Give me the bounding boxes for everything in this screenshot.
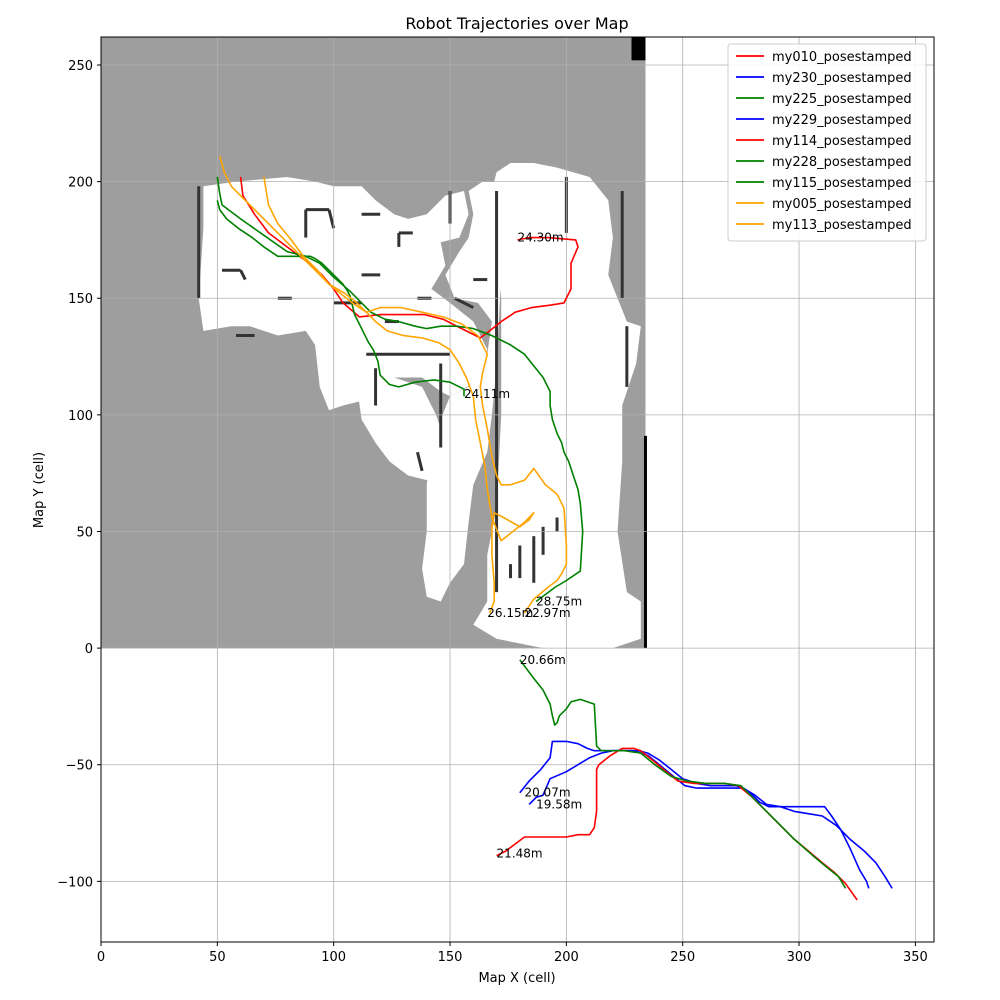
- legend-entry: my010_posestamped: [772, 50, 912, 65]
- map-wall: [239, 269, 247, 281]
- x-tick-label: 300: [787, 950, 812, 965]
- x-tick-label: 350: [903, 950, 928, 965]
- distance-label: 26.15m: [487, 606, 533, 620]
- legend-box: [727, 43, 927, 242]
- map-wall-block: [631, 37, 646, 61]
- series-line-my225_posestamped: [216, 200, 465, 397]
- legend-entry: my228_posestamped: [772, 155, 912, 170]
- map-free-region-east: [473, 162, 641, 649]
- distance-label: 19.58m: [536, 797, 582, 811]
- series-line-my229_posestamped: [528, 749, 893, 889]
- distance-label: 22.97m: [524, 606, 570, 620]
- axes-frame: [100, 36, 935, 943]
- y-tick-label: 150: [68, 292, 93, 307]
- series-line-my113_posestamped: [263, 176, 568, 614]
- x-tick-label: 150: [438, 950, 463, 965]
- series-group: [216, 155, 893, 901]
- map-free-region-south: [356, 377, 446, 481]
- distance-label: 20.66m: [520, 653, 566, 667]
- series-line-my230_posestamped: [519, 740, 870, 889]
- distance-label: 24.11m: [464, 387, 510, 401]
- legend-entry: my113_posestamped: [772, 218, 912, 233]
- x-tick-label: 250: [670, 950, 695, 965]
- y-tick-label: 250: [68, 59, 93, 74]
- y-tick-label: 0: [85, 642, 93, 657]
- legend-entry: my229_posestamped: [772, 113, 912, 128]
- map-wall: [454, 296, 474, 309]
- legend-entry: my114_posestamped: [772, 134, 912, 149]
- x-axis-label: Map X (cell): [478, 971, 555, 986]
- y-tick-label: 100: [68, 409, 93, 424]
- distance-label: 28.75m: [536, 594, 582, 608]
- legend-entry: my230_posestamped: [772, 71, 912, 86]
- series-line-my228_posestamped: [519, 659, 847, 889]
- legend: my010_posestamped my230_posestamped my225_…: [727, 43, 927, 242]
- x-tick-label: 50: [209, 950, 226, 965]
- series-line-my114_posestamped: [496, 747, 858, 901]
- y-tick-label: −100: [57, 875, 93, 890]
- x-tick-label: 100: [321, 950, 346, 965]
- y-tick-label: 50: [76, 525, 93, 540]
- y-tick-label: 200: [68, 176, 93, 191]
- x-tick-label: 200: [554, 950, 579, 965]
- distance-label: 21.48m: [497, 846, 543, 860]
- series-line-my115_posestamped: [216, 176, 584, 603]
- map-wall: [415, 451, 424, 472]
- map-wall: [327, 209, 336, 229]
- occupancy-map: [101, 37, 647, 649]
- grid: [100, 37, 934, 942]
- map-free-region-corridor: [422, 181, 502, 602]
- y-axis-label: Map Y (cell): [32, 452, 47, 528]
- chart-title: Robot Trajectories over Map: [405, 14, 628, 33]
- x-tick-label: 0: [97, 950, 105, 965]
- legend-entry: my225_posestamped: [772, 92, 912, 107]
- legend-entry: my005_posestamped: [772, 197, 912, 212]
- distance-label: 20.07m: [524, 786, 570, 800]
- legend-entry: my115_posestamped: [772, 176, 912, 191]
- y-tick-label: −50: [66, 759, 93, 774]
- distance-label: 24.30m: [518, 231, 564, 245]
- series-line-my005_posestamped: [218, 155, 535, 614]
